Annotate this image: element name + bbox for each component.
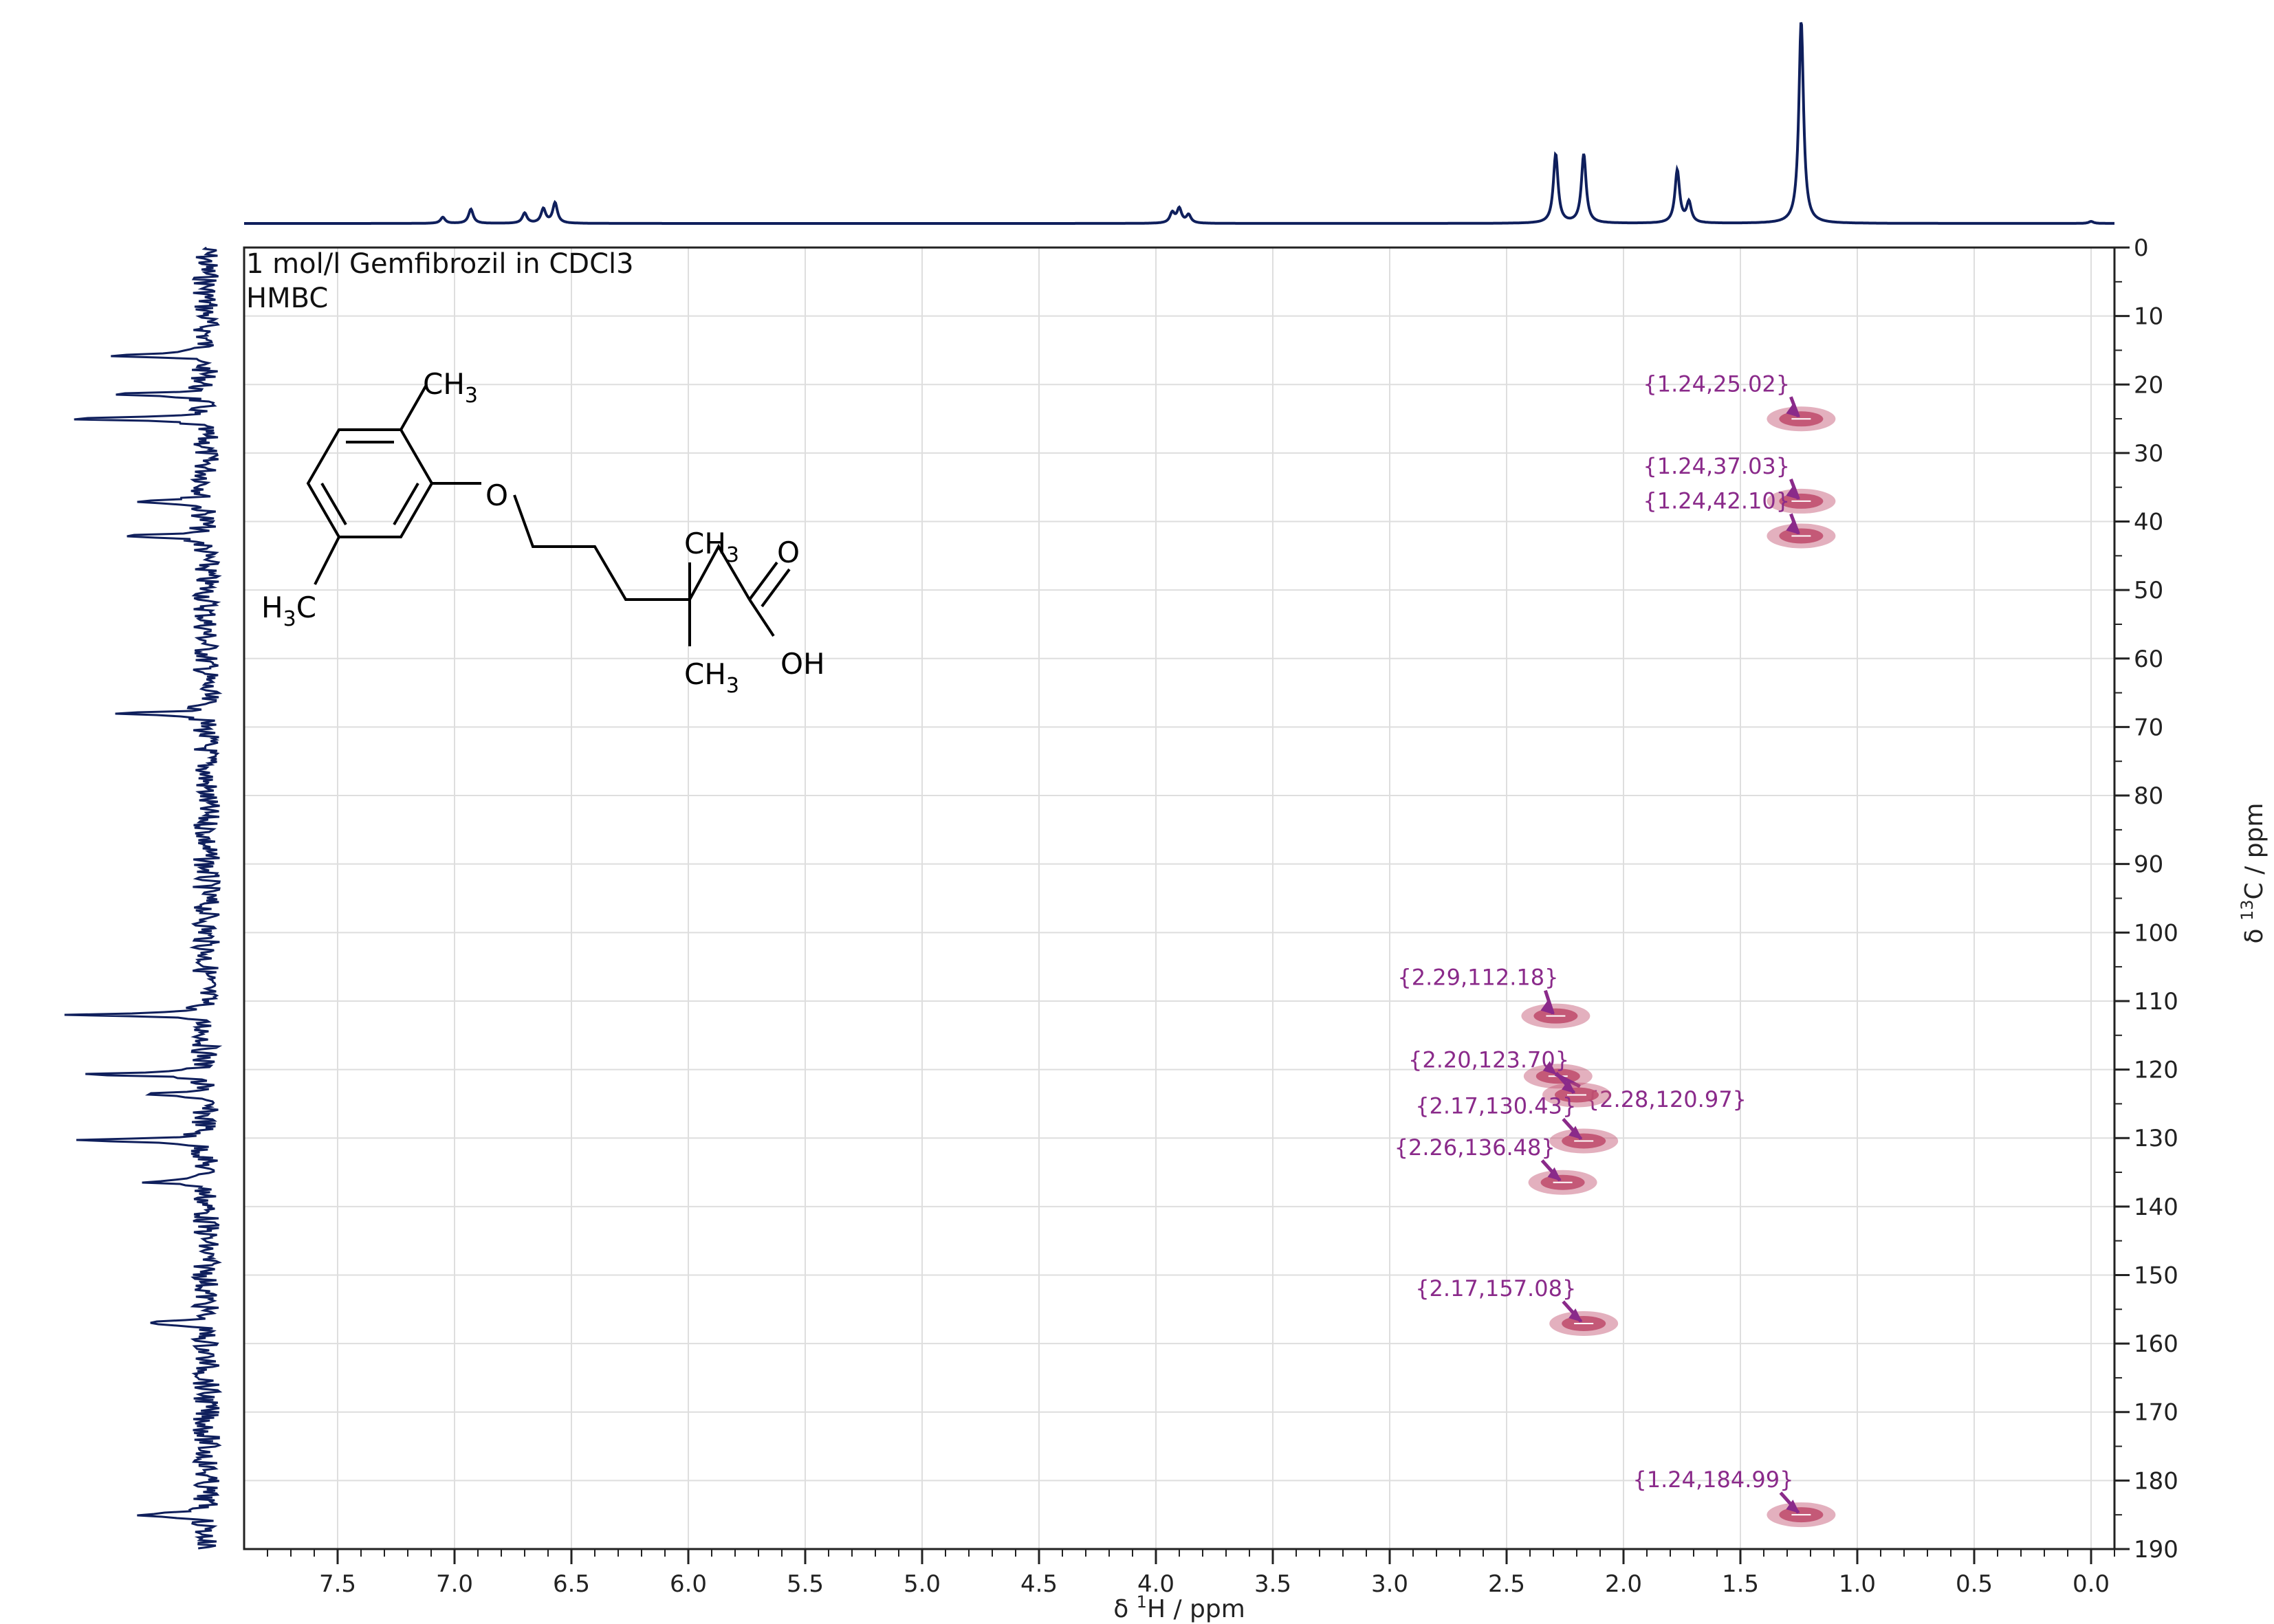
peak-label-2: {1.24,42.10} xyxy=(1643,487,1790,514)
y-axis-title: δ 13C / ppm xyxy=(2238,803,2268,944)
peak-arrowhead xyxy=(1562,1079,1575,1094)
bond-to-h3c xyxy=(314,536,340,585)
cross-peak-0: {1.24,25.02} xyxy=(1643,371,1836,432)
projection-1h-trace xyxy=(244,22,2114,225)
x-tick-label-8: 3.5 xyxy=(1254,1570,1291,1598)
cross-peak-7: {2.26,136.48} xyxy=(1395,1134,1597,1195)
x-tick-label-10: 2.5 xyxy=(1488,1570,1525,1598)
peak-arrowhead xyxy=(1568,1126,1583,1140)
x-tick-label-9: 3.0 xyxy=(1371,1570,1408,1598)
cross-peak-2: {1.24,42.10} xyxy=(1643,487,1836,549)
peak-label-6: {2.17,130.43} xyxy=(1415,1093,1576,1119)
x-tick-label-5: 5.0 xyxy=(904,1570,941,1598)
peak-arrowhead xyxy=(1786,485,1800,500)
ch3-top-label: CH3 xyxy=(423,367,478,408)
cross-peak-4: {2.28,120.97} xyxy=(1523,1061,1747,1112)
peak-label-1: {1.24,37.03} xyxy=(1643,453,1790,479)
peak-arrowhead xyxy=(1542,1061,1557,1075)
peak-label-4: {2.28,120.97} xyxy=(1586,1086,1747,1112)
x-axis-title: δ 1H / ppm xyxy=(1113,1592,1245,1623)
chart-title: 1 mol/l Gemfibrozil in CDCl3 xyxy=(246,248,634,280)
y-tick-label-9: 90 xyxy=(2134,851,2163,879)
x-tick-label-11: 2.0 xyxy=(1605,1570,1642,1598)
bond-to-oh xyxy=(748,598,775,637)
peak-label-5: {2.20,123.70} xyxy=(1408,1046,1569,1073)
peak-arrowhead xyxy=(1547,1167,1562,1181)
y-tick-label-8: 80 xyxy=(2134,782,2163,810)
y-tick-label-2: 20 xyxy=(2134,371,2163,399)
chart-subtitle: HMBC xyxy=(246,283,328,314)
peak-arrowhead xyxy=(1786,1500,1800,1514)
cross-peak-5: {2.20,123.70} xyxy=(1408,1046,1611,1108)
carbonyl-bond-a xyxy=(748,561,778,601)
grid-lines xyxy=(244,248,2114,1549)
peak-label-8: {2.17,157.08} xyxy=(1415,1275,1576,1302)
x-tick-label-12: 1.5 xyxy=(1722,1570,1759,1598)
ether-o-label: O xyxy=(485,479,508,512)
y-tick-label-17: 170 xyxy=(2134,1399,2178,1427)
y-tick-label-7: 70 xyxy=(2134,714,2163,741)
x-tick-label-4: 5.5 xyxy=(787,1570,824,1598)
y-tick-label-14: 140 xyxy=(2134,1194,2178,1221)
cross-peak-1: {1.24,37.03} xyxy=(1643,453,1836,514)
x-axis: 7.5 7.0 6.5 6.0 5.5 5.0 4.5 4.0 3.5 3.0 2.5 2.0 1.5 1… xyxy=(267,1549,2115,1598)
x-tick-label-14: 0.5 xyxy=(1956,1570,1993,1598)
ring-double-bond-3 xyxy=(320,482,347,526)
ch3-bottom-label: CH3 xyxy=(684,657,739,698)
x-tick-label-15: 0.0 xyxy=(2073,1570,2110,1598)
x-tick-label-13: 1.0 xyxy=(1839,1570,1876,1598)
cross-peak-9: {1.24,184.99} xyxy=(1632,1467,1836,1528)
h3c-left-label: H3C xyxy=(261,591,316,631)
peak-arrowhead xyxy=(1786,404,1800,418)
peak-arrowhead xyxy=(1568,1308,1583,1323)
cross-peaks: {1.24,25.02} {1.24,37.03} {1.24,42.10} {2.2… xyxy=(1395,371,1836,1528)
x-tick-label-1: 7.0 xyxy=(436,1570,473,1598)
y-tick-label-3: 30 xyxy=(2134,440,2163,468)
y-tick-label-6: 60 xyxy=(2134,646,2163,673)
x-tick-label-3: 6.0 xyxy=(670,1570,707,1598)
cross-peak-8: {2.17,157.08} xyxy=(1415,1275,1619,1337)
ch3-mid-label: CH3 xyxy=(684,527,739,567)
structure-labels: CH3 O H3C CH3 CH3 O OH xyxy=(261,367,825,698)
bond-to-ch3-top xyxy=(400,384,428,430)
y-tick-label-18: 180 xyxy=(2134,1467,2178,1495)
y-tick-label-15: 150 xyxy=(2134,1262,2178,1289)
alkyl-chain xyxy=(513,494,751,601)
projection-13c-trace xyxy=(64,246,223,1550)
peak-label-0: {1.24,25.02} xyxy=(1643,371,1790,397)
y-tick-label-4: 40 xyxy=(2134,509,2163,536)
peak-label-9: {1.24,184.99} xyxy=(1632,1467,1793,1493)
y-tick-label-10: 100 xyxy=(2134,919,2178,947)
y-tick-label-12: 120 xyxy=(2134,1057,2178,1084)
peak-label-3: {2.29,112.18} xyxy=(1397,965,1558,991)
y-tick-label-11: 110 xyxy=(2134,988,2178,1016)
peak-arrowhead xyxy=(1786,520,1800,535)
cross-peak-3: {2.29,112.18} xyxy=(1397,965,1590,1029)
y-tick-label-13: 130 xyxy=(2134,1125,2178,1152)
y-tick-label-5: 50 xyxy=(2134,577,2163,604)
y-tick-label-16: 160 xyxy=(2134,1330,2178,1358)
carbonyl-bond-b xyxy=(761,568,791,608)
cross-peak-6: {2.17,130.43} xyxy=(1415,1093,1619,1154)
y-tick-label-19: 190 xyxy=(2134,1536,2178,1563)
x-tick-label-0: 7.5 xyxy=(319,1570,356,1598)
peak-arrowhead xyxy=(1540,1000,1555,1015)
x-tick-label-7: 4.0 xyxy=(1137,1570,1174,1598)
peak-label-7: {2.26,136.48} xyxy=(1395,1134,1555,1161)
x-tick-label-6: 4.5 xyxy=(1020,1570,1058,1598)
y-tick-label-0: 0 xyxy=(2134,234,2149,262)
y-axis: 0 10 20 30 40 50 60 70 80 90 100 110 120 130 140 150 160… xyxy=(2114,234,2178,1563)
x-tick-label-2: 6.5 xyxy=(553,1570,590,1598)
y-tick-label-1: 10 xyxy=(2134,303,2163,331)
ring-double-bond-2 xyxy=(393,482,419,526)
oh-label: OH xyxy=(780,647,825,681)
carbonyl-o-label: O xyxy=(777,536,800,569)
gemfibrozil-structure xyxy=(306,384,791,646)
